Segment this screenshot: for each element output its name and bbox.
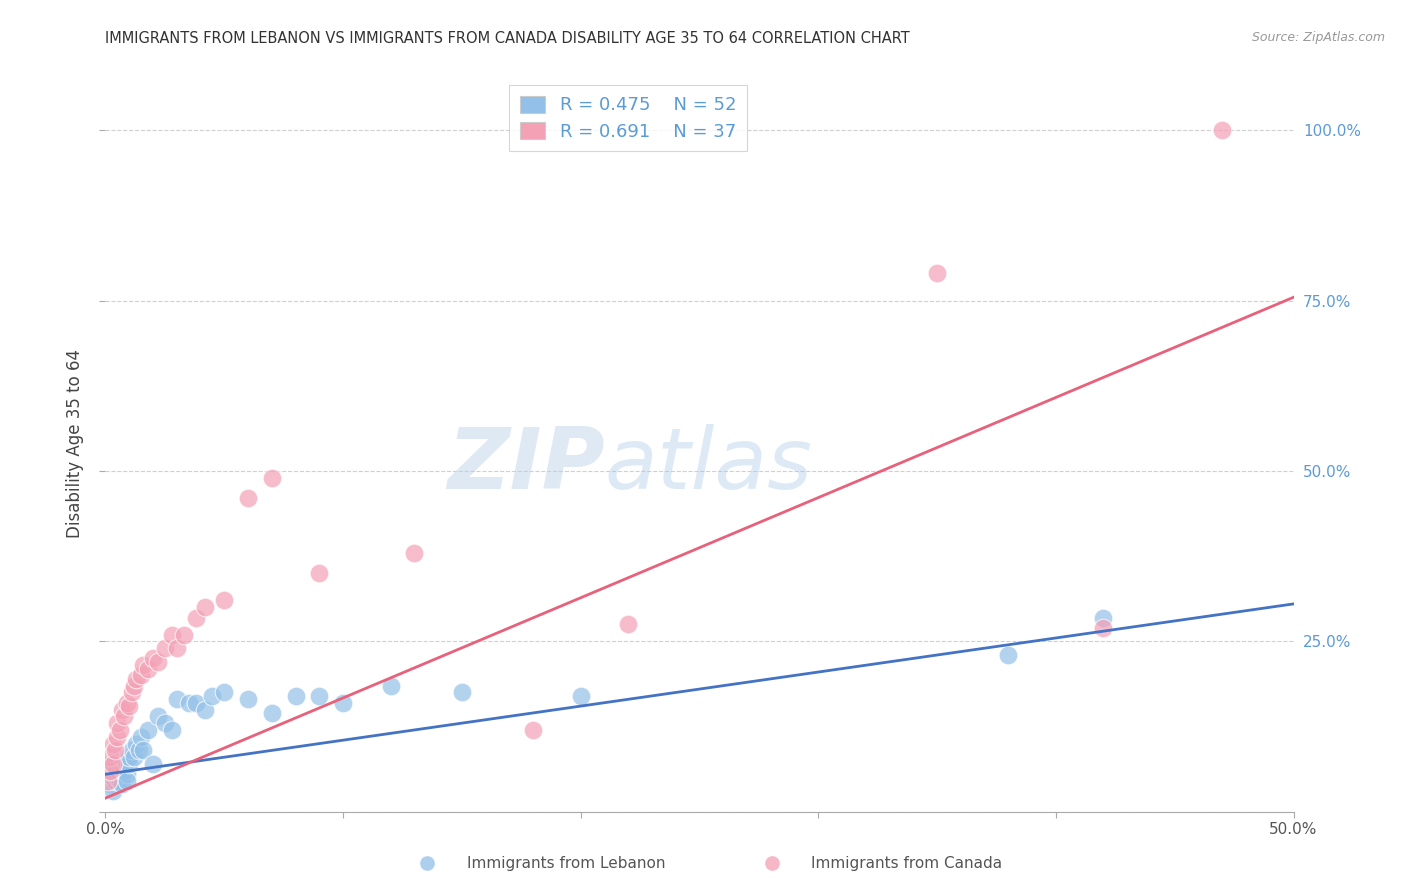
Point [166,641,188,656]
Point [201,689,224,703]
Point [146,655,169,669]
Point [108,760,131,774]
Point [101,771,124,785]
Text: Source: ZipAtlas.com: Source: ZipAtlas.com [1251,31,1385,45]
Point [104,774,127,789]
Point [125,672,148,686]
Point [98,750,121,764]
Point [1092,610,1115,624]
Point [104,767,127,781]
Point [142,757,165,772]
Point [98,777,121,791]
Point [1092,621,1115,635]
Point [308,566,330,581]
Point [111,777,134,791]
Point [284,689,307,703]
Point [97,774,120,789]
Point [236,491,259,506]
Point [101,757,124,772]
Point [132,658,155,673]
Point [236,692,259,706]
Point [153,716,176,731]
Text: Immigrants from Lebanon: Immigrants from Lebanon [467,855,665,871]
Point [111,757,134,772]
Point [142,651,165,665]
Point [97,774,120,789]
Legend: R = 0.475    N = 52, R = 0.691    N = 37: R = 0.475 N = 52, R = 0.691 N = 37 [509,85,747,152]
Point [194,600,217,615]
Point [1211,123,1233,137]
Point [450,685,472,699]
Point [111,702,134,716]
Point [125,737,148,751]
Point [260,471,283,485]
Point [105,730,128,744]
Point [121,743,143,757]
Point [184,696,207,710]
Point [115,774,138,789]
Point [522,723,544,737]
Point [115,767,138,781]
Point [617,617,640,632]
Point [108,767,131,781]
Point [136,723,159,737]
Point [416,856,439,871]
Point [925,267,948,281]
Point [122,750,145,764]
Point [108,774,131,789]
Point [121,685,143,699]
Point [380,679,402,693]
Text: atlas: atlas [605,425,813,508]
Point [160,627,183,641]
Y-axis label: Disability Age 35 to 64: Disability Age 35 to 64 [66,350,84,538]
Point [214,685,236,699]
Point [98,764,121,778]
Point [404,546,426,560]
Point [184,610,207,624]
Point [101,760,124,774]
Point [98,757,121,772]
Point [104,743,127,757]
Point [122,679,145,693]
Text: IMMIGRANTS FROM LEBANON VS IMMIGRANTS FROM CANADA DISABILITY AGE 35 TO 64 CORREL: IMMIGRANTS FROM LEBANON VS IMMIGRANTS FR… [105,31,910,46]
Point [146,709,169,723]
Point [104,757,127,772]
Point [118,757,141,772]
Point [761,856,783,871]
Point [118,750,141,764]
Point [332,696,354,710]
Point [101,784,124,798]
Point [177,696,200,710]
Point [98,764,121,778]
Point [129,668,152,682]
Point [308,689,330,703]
Point [153,641,176,656]
Point [105,764,128,778]
Point [166,692,188,706]
Point [114,754,136,768]
Point [128,743,150,757]
Point [136,662,159,676]
Point [105,750,128,764]
Point [194,702,217,716]
Point [105,716,128,731]
Point [114,709,136,723]
Point [97,767,120,781]
Point [101,737,124,751]
Point [118,699,141,714]
Point [997,648,1019,662]
Point [115,696,138,710]
Point [569,689,592,703]
Point [114,764,136,778]
Text: ZIP: ZIP [447,425,605,508]
Point [108,723,131,737]
Point [260,706,283,720]
Point [214,593,236,607]
Text: Immigrants from Canada: Immigrants from Canada [811,855,1002,871]
Point [132,743,155,757]
Point [129,730,152,744]
Point [160,723,183,737]
Point [173,627,195,641]
Point [105,771,128,785]
